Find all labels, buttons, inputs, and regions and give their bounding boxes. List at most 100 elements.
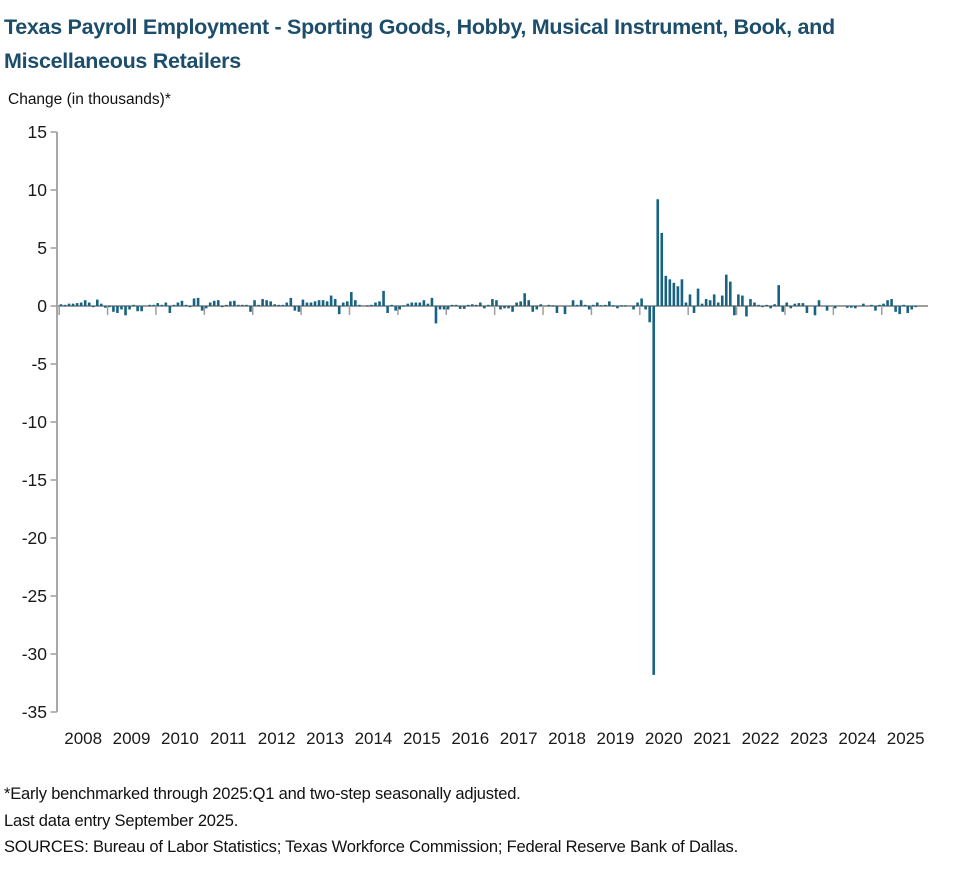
bar-2025-07 bbox=[906, 306, 910, 313]
bar-2024-05 bbox=[849, 306, 853, 308]
bar-2023-04 bbox=[797, 303, 801, 306]
bar-2015-07 bbox=[422, 300, 426, 306]
bar-2013-03 bbox=[309, 302, 313, 306]
bar-2014-07 bbox=[374, 302, 377, 306]
bar-2025-05 bbox=[898, 306, 901, 315]
bar-2021-01 bbox=[688, 294, 692, 306]
bar-2013-11 bbox=[341, 302, 345, 306]
bar-2025-02 bbox=[886, 300, 889, 306]
bar-2015-05 bbox=[414, 302, 418, 306]
bar-2016-08 bbox=[474, 304, 478, 306]
y-tick-label: 10 bbox=[28, 180, 48, 200]
x-tick-label: 2024 bbox=[838, 729, 876, 748]
bar-2014-12 bbox=[394, 306, 397, 311]
bar-2010-05 bbox=[172, 304, 176, 306]
bar-2019-05 bbox=[608, 301, 611, 306]
bar-2024-11 bbox=[874, 306, 877, 311]
bar-2020-05 bbox=[656, 199, 660, 306]
bar-2019-03 bbox=[599, 305, 603, 307]
bar-2012-01 bbox=[253, 300, 256, 306]
bar-2018-11 bbox=[583, 304, 587, 306]
bar-2013-05 bbox=[317, 300, 321, 306]
x-tick-label: 2014 bbox=[355, 729, 393, 748]
bar-2011-06 bbox=[225, 304, 228, 306]
y-tick-label: -25 bbox=[22, 586, 47, 606]
bar-2012-05 bbox=[269, 301, 272, 306]
bar-2019-04 bbox=[604, 304, 607, 306]
bar-2020-02 bbox=[644, 306, 647, 310]
bar-2024-08 bbox=[862, 303, 865, 306]
bar-2024-12 bbox=[878, 304, 881, 306]
bar-2020-06 bbox=[660, 232, 664, 306]
bar-2024-10 bbox=[870, 304, 873, 306]
bar-2012-12 bbox=[297, 306, 301, 312]
bar-2019-06 bbox=[612, 305, 615, 307]
bar-2010-07 bbox=[180, 300, 184, 306]
bar-2014-06 bbox=[370, 304, 373, 306]
bar-2012-11 bbox=[293, 306, 297, 311]
bar-2022-09 bbox=[769, 306, 772, 309]
bar-2010-04 bbox=[168, 306, 172, 313]
bar-2019-12 bbox=[636, 302, 639, 306]
bar-2017-09 bbox=[527, 300, 531, 306]
bar-2012-10 bbox=[289, 297, 293, 306]
bar-2018-03 bbox=[551, 305, 555, 307]
y-tick-label: -30 bbox=[22, 644, 48, 664]
bar-2013-06 bbox=[321, 300, 325, 306]
x-tick-label: 2011 bbox=[210, 729, 247, 748]
bar-2020-01 bbox=[640, 298, 643, 306]
bar-2009-05 bbox=[124, 306, 127, 316]
bar-2008-12 bbox=[104, 306, 107, 308]
bar-2019-07 bbox=[616, 306, 619, 309]
bar-2013-02 bbox=[305, 302, 309, 306]
bar-2020-04 bbox=[652, 306, 656, 675]
bar-2013-07 bbox=[325, 301, 329, 306]
bar-2016-02 bbox=[450, 304, 454, 306]
bar-2013-12 bbox=[345, 301, 349, 306]
bar-2008-04 bbox=[71, 303, 75, 306]
bar-2011-01 bbox=[204, 306, 208, 309]
bar-2023-11 bbox=[825, 306, 829, 311]
bar-2022-05 bbox=[753, 302, 756, 306]
bar-2018-02 bbox=[547, 304, 551, 306]
bar-2009-12 bbox=[152, 304, 156, 306]
bar-2008-06 bbox=[79, 302, 83, 306]
bar-2014-09 bbox=[382, 290, 385, 306]
y-tick-label: 0 bbox=[37, 296, 47, 316]
bar-2008-09 bbox=[91, 306, 95, 308]
bar-2019-08 bbox=[620, 305, 623, 307]
bar-2013-08 bbox=[329, 295, 333, 306]
bar-2023-05 bbox=[801, 303, 805, 306]
bar-2017-11 bbox=[535, 306, 539, 310]
bar-2017-02 bbox=[499, 306, 502, 310]
bar-2018-04 bbox=[555, 306, 559, 313]
bar-2017-04 bbox=[507, 306, 510, 309]
bar-2013-10 bbox=[337, 306, 341, 315]
bar-2010-03 bbox=[164, 302, 168, 306]
bar-2021-09 bbox=[720, 295, 724, 306]
bar-2015-03 bbox=[406, 303, 410, 306]
bar-2015-08 bbox=[426, 303, 430, 306]
bar-2018-09 bbox=[575, 304, 579, 306]
bar-2012-03 bbox=[261, 299, 264, 306]
bar-2017-12 bbox=[539, 304, 543, 306]
bar-2009-06 bbox=[128, 306, 131, 310]
bar-2015-04 bbox=[410, 302, 414, 306]
bar-2015-11 bbox=[438, 306, 442, 310]
bar-2016-04 bbox=[458, 306, 462, 309]
bar-2008-02 bbox=[63, 304, 67, 306]
bar-2017-08 bbox=[523, 293, 526, 306]
bar-2011-09 bbox=[237, 304, 240, 306]
bar-2023-06 bbox=[805, 306, 809, 313]
x-tick-label: 2012 bbox=[258, 729, 296, 748]
bar-2021-07 bbox=[712, 294, 716, 306]
bar-2023-01 bbox=[785, 302, 789, 306]
bar-2022-11 bbox=[777, 285, 780, 306]
bar-2008-11 bbox=[100, 303, 103, 306]
bar-2008-03 bbox=[67, 303, 71, 306]
bar-2025-04 bbox=[894, 306, 897, 312]
bar-2008-01 bbox=[59, 304, 63, 306]
bar-2021-12 bbox=[733, 306, 736, 316]
x-tick-label: 2017 bbox=[500, 729, 538, 748]
x-tick-label: 2009 bbox=[113, 729, 151, 748]
